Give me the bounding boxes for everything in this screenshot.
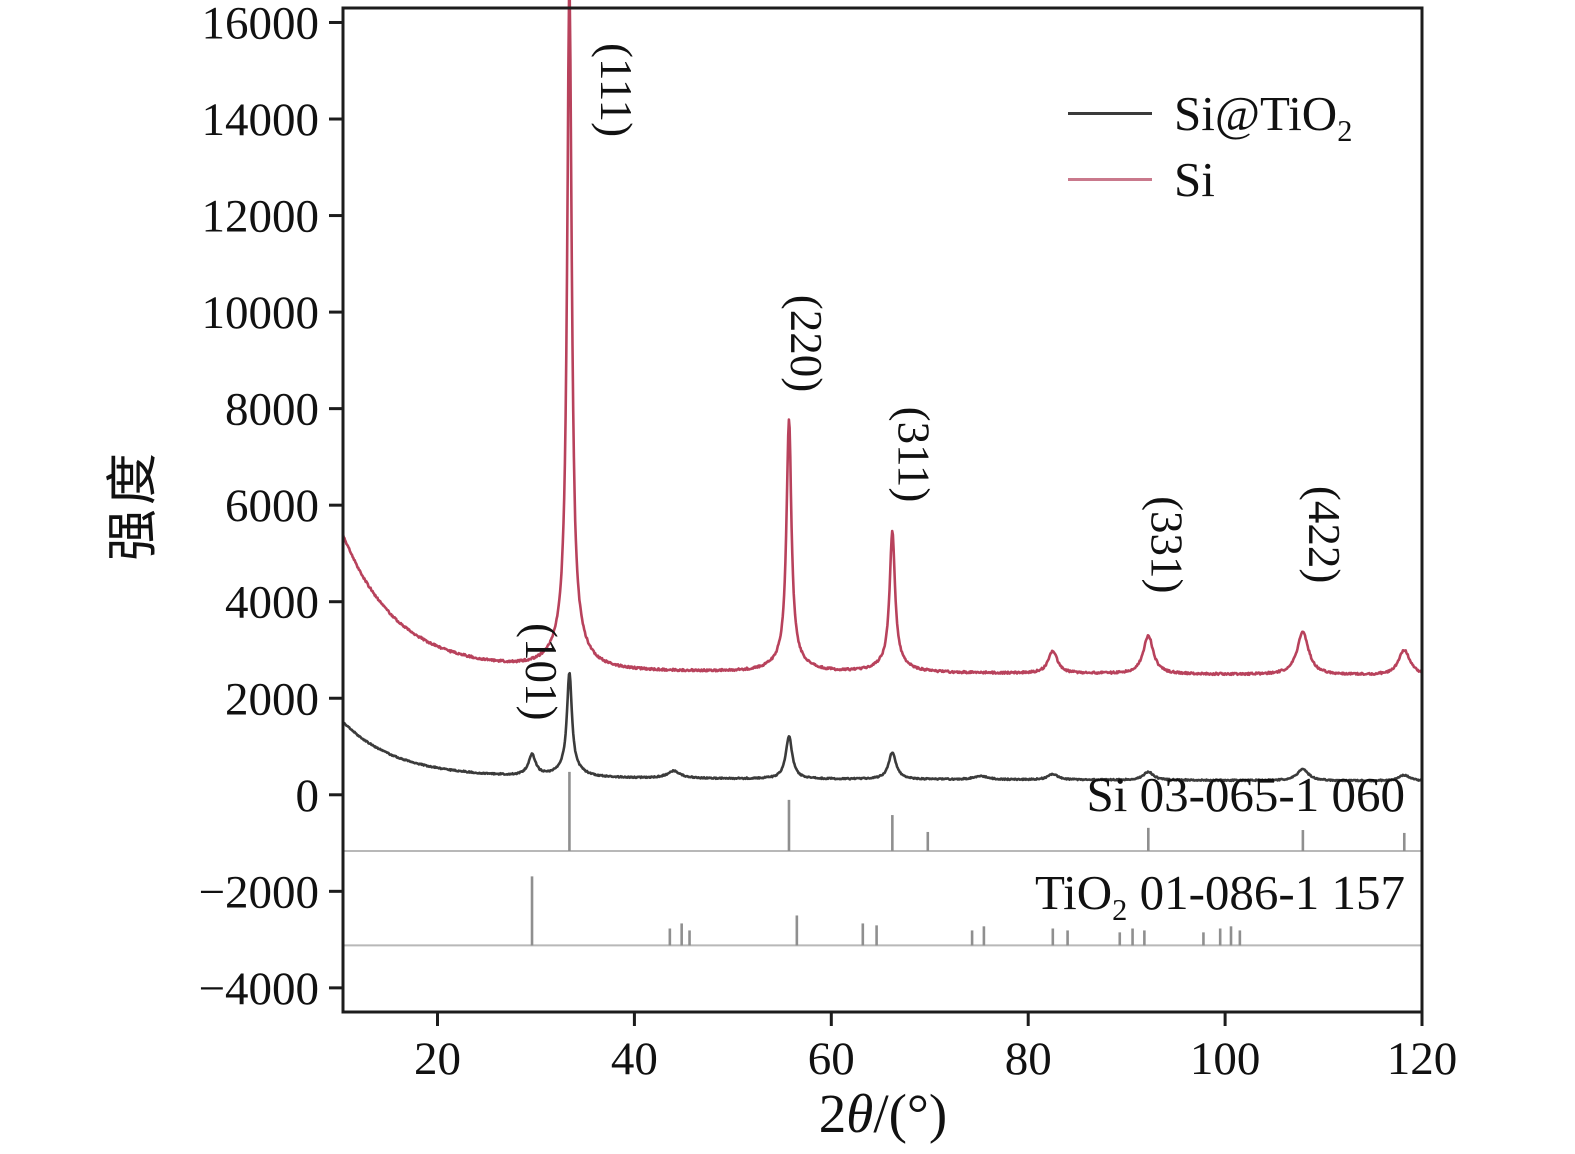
x-tick-label: 80 [1005, 1033, 1052, 1085]
peak-label-422: (422) [1299, 486, 1349, 583]
x-tick-label: 100 [1190, 1033, 1261, 1085]
y-tick-label: −2000 [198, 866, 319, 918]
y-tick-label: 12000 [202, 191, 320, 243]
y-tick-label: 16000 [202, 0, 320, 49]
y-tick-label: 10000 [202, 287, 320, 339]
series-curve-si-tio2 [341, 671, 1423, 783]
x-tick-label: 60 [808, 1033, 855, 1085]
peak-label-331: (331) [1141, 496, 1191, 593]
y-tick-label: 8000 [225, 384, 319, 436]
y-tick-label: −4000 [198, 963, 319, 1015]
plot-frame [341, 6, 1424, 1014]
y-tick-label: 4000 [225, 577, 319, 629]
x-tick-label: 120 [1387, 1033, 1458, 1085]
y-tick-label: 14000 [202, 94, 320, 146]
y-tick-label: 6000 [225, 480, 319, 532]
peak-label-220: (220) [781, 295, 831, 392]
x-tick-label: 40 [611, 1033, 658, 1085]
peak-label-311: (311) [888, 407, 938, 503]
peak-label-111: (111) [591, 43, 641, 137]
y-tick-label: 0 [296, 770, 320, 822]
y-tick-label: 2000 [225, 673, 319, 725]
series-curve-si [341, 0, 1423, 677]
x-tick-label: 20 [414, 1033, 461, 1085]
peak-label-101: (101) [516, 623, 566, 720]
